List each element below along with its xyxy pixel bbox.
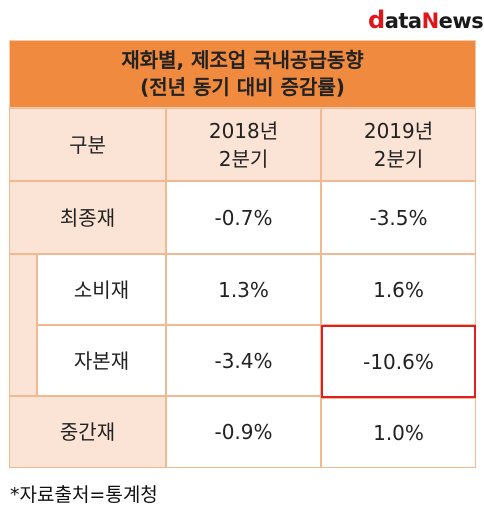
- row-intermediate-2018: -0.9%: [166, 396, 321, 468]
- table-body: 구분 2018년 2분기 2019년 2분기 최종재 -0.7% -3.5% 소…: [9, 108, 476, 468]
- subcategory-indent: [9, 254, 37, 396]
- row-label-consumer: 소비재: [37, 254, 166, 325]
- row-label-intermediate: 중간재: [9, 396, 166, 468]
- row-label-capital: 자본재: [37, 325, 166, 396]
- table-title: 재화별, 제조업 국내공급동향 (전년 동기 대비 증감률): [9, 40, 476, 108]
- row-capital-2019-highlighted: -10.6%: [321, 325, 476, 398]
- header-2018: 2018년 2분기: [166, 108, 321, 181]
- row-intermediate-2019: 1.0%: [321, 398, 476, 468]
- row-consumer-2018: 1.3%: [166, 254, 321, 325]
- row-consumer-2019: 1.6%: [321, 254, 476, 325]
- row-capital-2018: -3.4%: [166, 325, 321, 396]
- header-2019: 2019년 2분기: [321, 108, 476, 181]
- row-final-2019: -3.5%: [321, 181, 476, 254]
- table-title-line2: (전년 동기 대비 증감률): [140, 75, 345, 99]
- header-category: 구분: [9, 108, 166, 181]
- source-footnote: *자료출처=통계청: [10, 484, 158, 506]
- datanews-logo: dataNews: [368, 6, 484, 34]
- row-label-final: 최종재: [9, 181, 166, 254]
- row-final-2018: -0.7%: [166, 181, 321, 254]
- table-title-line1: 재화별, 제조업 국내공급동향: [121, 48, 364, 72]
- supply-table: 재화별, 제조업 국내공급동향 (전년 동기 대비 증감률) 구분 2018년 …: [9, 40, 476, 468]
